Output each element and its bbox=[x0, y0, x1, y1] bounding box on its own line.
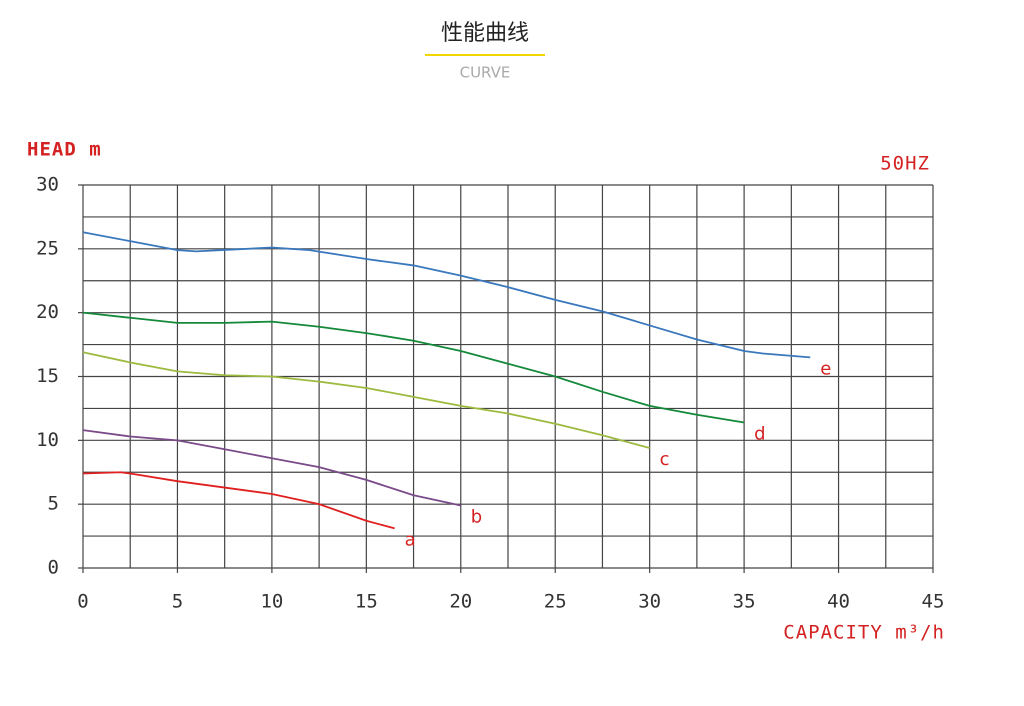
x-axis-label: CAPACITY m³/h bbox=[783, 622, 945, 644]
curve bbox=[82, 429, 461, 507]
y-axis-label: HEAD m bbox=[27, 139, 102, 161]
y-tick-label: 25 bbox=[36, 237, 59, 259]
y-tick-label: 15 bbox=[36, 365, 59, 387]
x-tick-label: 35 bbox=[733, 591, 756, 613]
y-tick-label: 20 bbox=[36, 301, 59, 323]
curve bbox=[82, 351, 650, 449]
x-tick-label: 40 bbox=[827, 591, 850, 613]
curve-label: a bbox=[405, 529, 416, 550]
curve-label: c bbox=[660, 449, 670, 470]
x-tick-label: 15 bbox=[355, 591, 378, 613]
curve bbox=[82, 311, 745, 424]
curve-label: e bbox=[820, 358, 831, 379]
curve bbox=[82, 231, 811, 359]
chart-subtitle: CURVE bbox=[460, 64, 511, 82]
y-tick-label: 0 bbox=[48, 557, 59, 579]
y-tick-label: 5 bbox=[48, 493, 59, 515]
curve-label: d bbox=[754, 423, 765, 444]
curve-label: b bbox=[471, 506, 482, 527]
x-tick-label: 25 bbox=[544, 591, 567, 613]
x-tick-label: 45 bbox=[922, 591, 945, 613]
x-tick-label: 5 bbox=[172, 591, 183, 613]
x-tick-label: 20 bbox=[449, 591, 472, 613]
x-tick-label: 10 bbox=[260, 591, 283, 613]
frequency-annotation: 50HZ bbox=[880, 153, 930, 175]
chart-title: 性能曲线 bbox=[441, 21, 529, 46]
y-tick-label: 10 bbox=[36, 429, 59, 451]
y-tick-label: 30 bbox=[36, 174, 59, 196]
x-tick-label: 30 bbox=[638, 591, 661, 613]
x-tick-label: 0 bbox=[77, 591, 88, 613]
curve bbox=[82, 471, 395, 530]
